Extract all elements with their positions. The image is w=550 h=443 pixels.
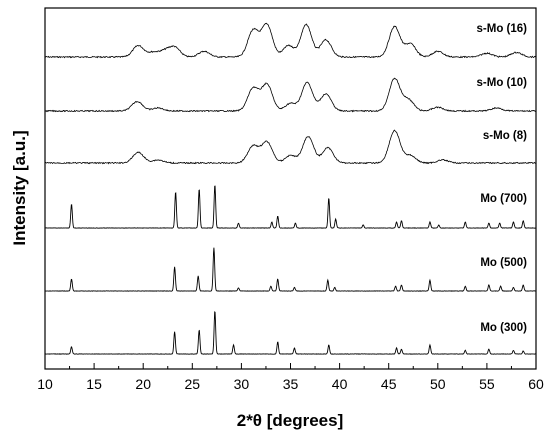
series-line-2 xyxy=(44,129,536,165)
series-line-0 xyxy=(44,22,537,59)
series-line-5 xyxy=(44,311,537,355)
series-label-4: Mo (500) xyxy=(480,257,527,269)
x-tick-label-8: 50 xyxy=(430,376,446,392)
series-label-2: s-Mo (8) xyxy=(483,130,527,142)
series-label-5: Mo (300) xyxy=(480,322,527,334)
x-tick-label-10: 60 xyxy=(528,376,544,392)
x-tick-label-3: 25 xyxy=(185,376,201,392)
series-label-0: s-Mo (16) xyxy=(477,23,528,35)
series-line-1 xyxy=(44,77,536,113)
x-tick-label-1: 15 xyxy=(86,376,102,392)
plot-frame xyxy=(44,7,537,370)
series-line-3 xyxy=(44,185,537,229)
x-tick-label-7: 45 xyxy=(381,376,397,392)
x-tick-label-0: 10 xyxy=(37,376,53,392)
series-label-1: s-Mo (10) xyxy=(477,77,528,89)
x-tick-label-2: 20 xyxy=(135,376,151,392)
x-tick-label-5: 35 xyxy=(283,376,299,392)
x-axis-ticks: 10 15 20 25 30 35 40 45 50 55 60 xyxy=(37,363,544,392)
series-line-4 xyxy=(44,247,537,292)
x-tick-label-6: 40 xyxy=(332,376,348,392)
x-tick-label-4: 30 xyxy=(234,376,250,392)
x-tick-label-9: 55 xyxy=(479,376,495,392)
x-axis-title: 2*θ [degrees] xyxy=(237,411,344,430)
series-label-3: Mo (700) xyxy=(480,193,527,205)
y-axis-title: Intensity [a.u.] xyxy=(10,130,29,245)
series-layer: s-Mo (16) s-Mo (10) s-Mo (8) Mo (700) Mo (50… xyxy=(44,22,537,355)
